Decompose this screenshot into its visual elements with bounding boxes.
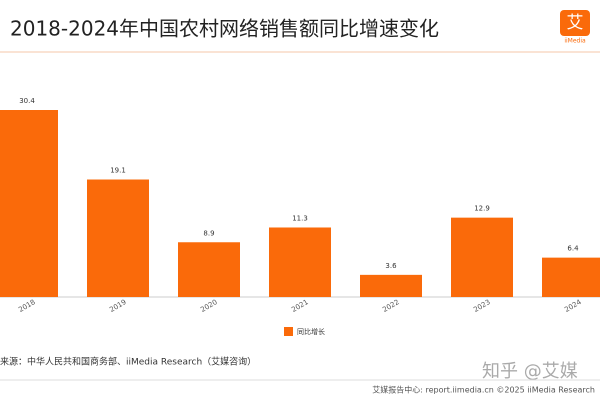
bar bbox=[269, 227, 331, 297]
watermark: 知乎 @艾媒 bbox=[482, 361, 578, 382]
x-tick-label: 2021 bbox=[290, 298, 309, 314]
footer: 艾媒报告中心: report.iimedia.cn ©2025 iiMedia … bbox=[372, 385, 595, 395]
value-label: 30.4 bbox=[19, 97, 35, 105]
x-tick-label: 2019 bbox=[108, 298, 127, 314]
value-label: 12.9 bbox=[474, 205, 490, 213]
source: 来源：中华人民共和国商务部、iiMedia Research（艾媒咨询） bbox=[0, 356, 256, 368]
bar bbox=[451, 217, 513, 297]
x-tick-label: 2023 bbox=[472, 298, 491, 314]
logo: 艾 bbox=[567, 13, 584, 33]
value-label: 8.9 bbox=[203, 229, 214, 237]
value-label: 3.6 bbox=[385, 262, 397, 270]
value-label: 11.3 bbox=[292, 214, 308, 222]
x-tick-label: 2020 bbox=[199, 298, 218, 314]
x-tick-label: 2018 bbox=[17, 298, 36, 314]
bar bbox=[542, 257, 600, 297]
bar bbox=[360, 274, 422, 297]
logo-box bbox=[560, 10, 590, 36]
bar bbox=[178, 242, 240, 297]
value-label: 6.4 bbox=[567, 245, 579, 253]
value-label: 19.1 bbox=[110, 167, 126, 175]
chart-title: 2018-2024年中国农村网络销售额同比增速变化 bbox=[10, 17, 439, 41]
legend-label: 同比增长 bbox=[297, 327, 325, 336]
bar bbox=[0, 110, 58, 297]
x-tick-label: 2022 bbox=[381, 298, 400, 314]
bar bbox=[87, 179, 149, 297]
legend-swatch bbox=[284, 327, 293, 336]
logo-sub: iiMedia bbox=[564, 38, 586, 45]
x-tick-label: 2024 bbox=[563, 298, 583, 314]
